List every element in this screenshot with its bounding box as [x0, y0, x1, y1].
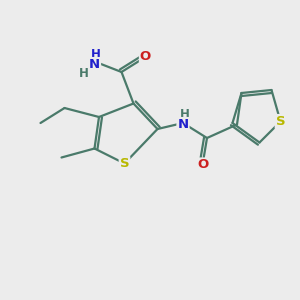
Text: O: O: [140, 50, 151, 64]
Text: H: H: [91, 47, 101, 61]
Text: H: H: [180, 108, 189, 121]
Text: S: S: [120, 157, 129, 170]
Text: O: O: [197, 158, 208, 172]
Text: S: S: [276, 115, 285, 128]
Text: N: N: [89, 58, 100, 71]
Text: N: N: [177, 118, 189, 131]
Text: H: H: [79, 67, 89, 80]
